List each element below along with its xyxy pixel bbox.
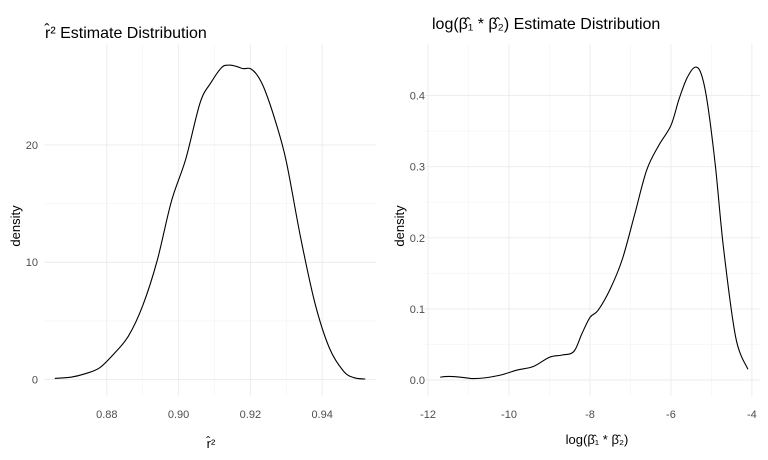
x-tick-label: -12: [420, 409, 436, 421]
y-tick-label: 0.0: [410, 375, 425, 387]
x-tick-label: 0.90: [168, 409, 189, 421]
y-tick-label: 0.4: [410, 91, 425, 103]
density-curve: [54, 64, 366, 380]
x-tick-label: 0.94: [311, 409, 332, 421]
x-tick-label: 0.92: [240, 409, 261, 421]
x-tick-label: -4: [747, 409, 757, 421]
right-chart-title: log(β̂₁ * β̂₂) Estimate Distribution: [432, 16, 660, 33]
left-chart-title: r̂² Estimate Distribution: [44, 22, 207, 42]
left-chart-xlabel: r̂²: [205, 436, 216, 451]
y-tick-label: 0: [32, 375, 38, 387]
y-tick-label: 0.3: [410, 162, 425, 174]
x-tick-label: -6: [666, 409, 676, 421]
x-tick-label: 0.88: [96, 409, 117, 421]
density-curve: [440, 66, 749, 380]
y-tick-label: 20: [26, 140, 38, 152]
y-tick-label: 0.2: [410, 233, 425, 245]
right-chart-xlabel: log(β̂₁ * β̂₂): [566, 432, 629, 447]
x-tick-label: -8: [585, 409, 595, 421]
left-chart: 0.88 0.90 0.92 0.94 0 10 20 r̂² Estimate Distr…: [8, 22, 376, 451]
y-tick-label: 0.1: [410, 304, 425, 316]
left-chart-ylabel: density: [8, 205, 23, 247]
y-tick-label: 10: [26, 257, 38, 269]
right-chart: -12 -10 -8 -6 -4 0.0 0.1 0.2 0.3 0.4 log(β̂₁ * β̂…: [392, 16, 760, 447]
x-tick-label: -10: [501, 409, 517, 421]
right-chart-ylabel: density: [392, 205, 407, 247]
